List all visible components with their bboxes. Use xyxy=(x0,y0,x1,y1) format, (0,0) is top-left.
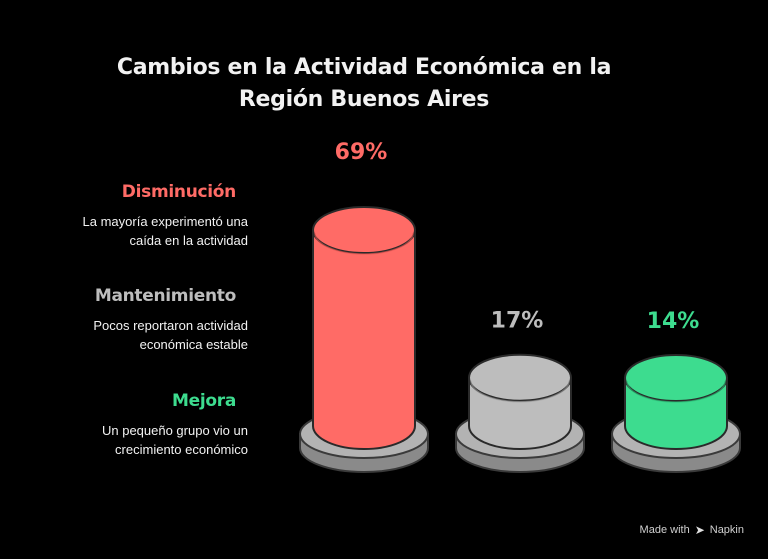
watermark: Made with ➤ Napkin xyxy=(640,523,744,537)
legend-item-mantenimiento: Mantenimiento Pocos reportaron actividad… xyxy=(20,286,248,354)
legend-description: Un pequeño grupo vio un crecimiento econ… xyxy=(20,421,248,459)
legend-description-line: económica estable xyxy=(139,337,248,352)
legend-description-line: crecimiento económico xyxy=(115,442,248,457)
legend-description-line: Un pequeño grupo vio un xyxy=(101,423,248,438)
bar-top-rim xyxy=(470,380,570,403)
legend-description-line: La mayoría experimentó una xyxy=(82,214,248,229)
legend-item-mejora: Mejora Un pequeño grupo vio un crecimien… xyxy=(20,391,248,459)
legend-description: La mayoría experimentó una caída en la a… xyxy=(20,212,248,250)
bar-top-rim xyxy=(626,380,726,403)
napkin-logo-icon: ➤ xyxy=(694,523,705,537)
data-label: 17% xyxy=(491,309,544,334)
bar-top xyxy=(312,206,416,254)
watermark-text: Made with xyxy=(639,524,690,536)
legend-description-line: caída en la actividad xyxy=(129,233,248,248)
legend-label: Mejora xyxy=(171,391,236,411)
bar-top xyxy=(624,354,728,402)
chart-title-line-2: Región Buenos Aires xyxy=(238,87,490,112)
bar-top xyxy=(468,353,572,402)
bar-top-rim xyxy=(314,232,414,255)
chart-title-line-1: Cambios en la Actividad Económica en la xyxy=(116,55,612,80)
chart-title: Cambios en la Actividad Económica en la … xyxy=(0,52,728,116)
legend-description: Pocos reportaron actividad económica est… xyxy=(20,316,248,354)
legend-description-line: Pocos reportaron actividad xyxy=(93,318,248,333)
watermark-brand: Napkin xyxy=(709,524,744,536)
legend-item-disminucion: Disminución La mayoría experimentó una c… xyxy=(20,182,248,250)
data-label: 14% xyxy=(647,309,700,334)
bar xyxy=(312,229,416,450)
data-label: 69% xyxy=(335,140,388,165)
legend-label: Disminución xyxy=(121,182,237,202)
legend-label: Mantenimiento xyxy=(94,286,236,306)
